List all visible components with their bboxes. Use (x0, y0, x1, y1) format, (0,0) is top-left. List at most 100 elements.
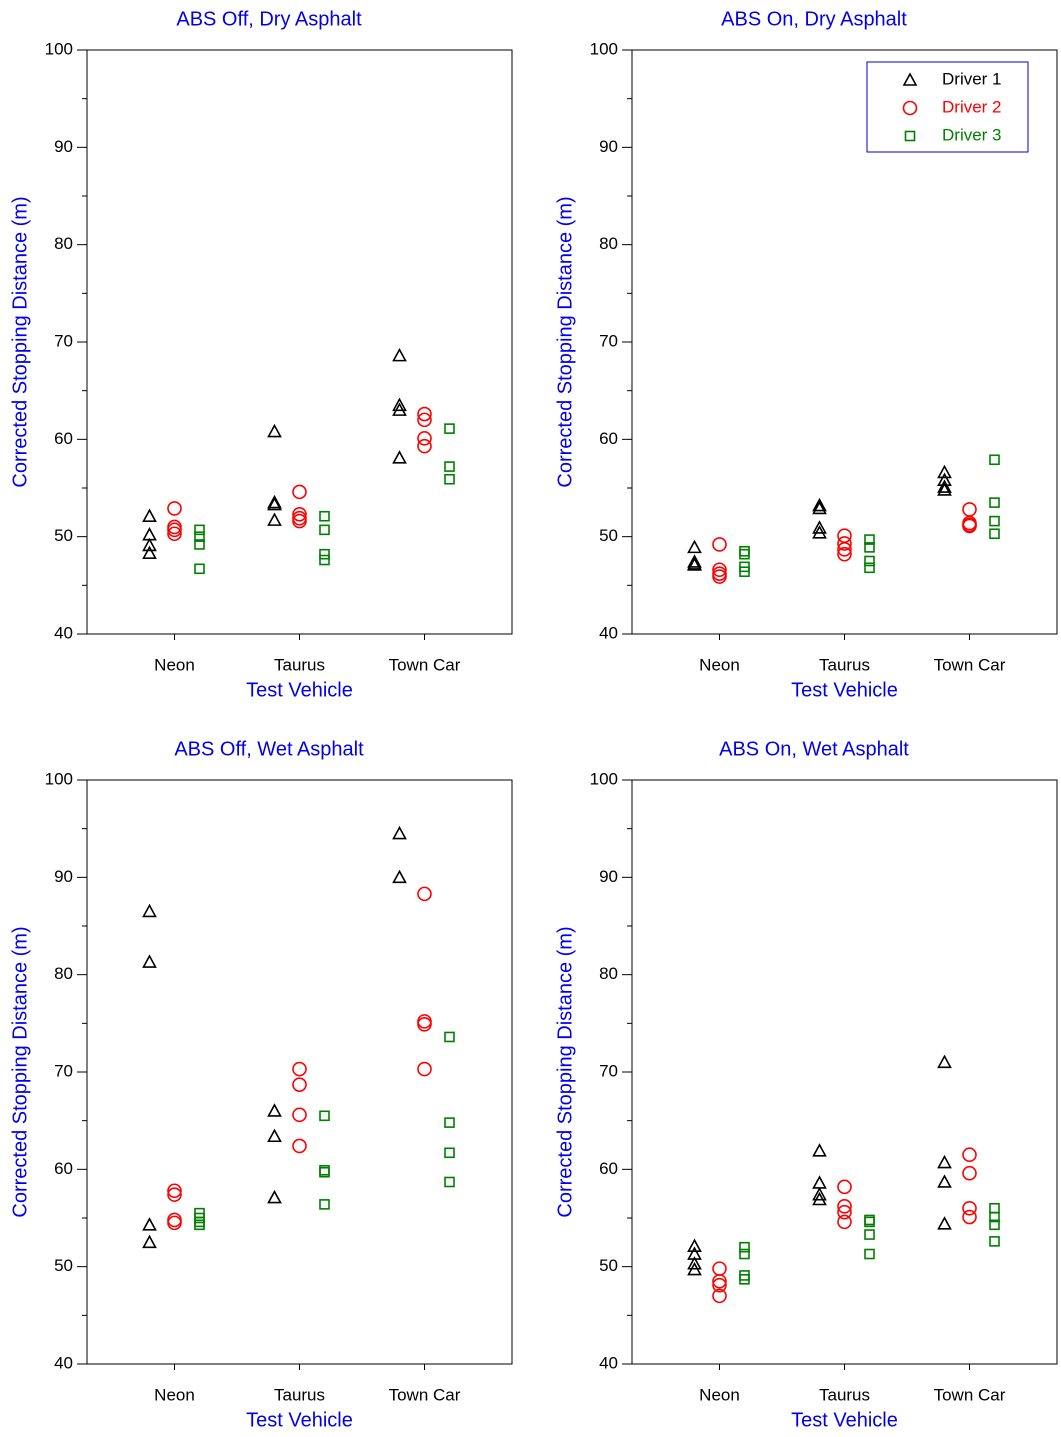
point (142, 545, 157, 560)
point (864, 1248, 875, 1260)
point (194, 531, 205, 542)
y-tick-label: 100 (45, 769, 73, 788)
plot-frame (86, 779, 513, 1365)
point (904, 130, 916, 142)
point (392, 869, 407, 884)
point (989, 1219, 1000, 1231)
point (392, 347, 407, 362)
y-tick-label: 50 (54, 526, 73, 545)
x-tick-label: Taurus (819, 655, 870, 674)
point (837, 1204, 852, 1220)
y-tick-label: 80 (599, 234, 618, 253)
x-tick-label: Town Car (934, 655, 1006, 674)
point (167, 1212, 182, 1228)
point (837, 536, 852, 551)
point (194, 563, 205, 575)
point (417, 406, 432, 422)
point (937, 1154, 952, 1169)
point (687, 539, 702, 554)
chart-title: ABS Off, Wet Asphalt (174, 738, 364, 760)
x-axis-label: Test Vehicle (246, 679, 353, 701)
point (319, 548, 330, 560)
point (739, 1274, 750, 1285)
point (444, 1031, 455, 1043)
panel: ABS Off, Dry Asphalt Test Vehicle Correcte… (9, 8, 513, 701)
point (267, 423, 282, 438)
point (417, 886, 432, 902)
point (167, 526, 182, 542)
point (292, 1107, 307, 1123)
point (962, 1147, 977, 1163)
y-axis-label: Corrected Stopping Distance (m) (9, 196, 31, 487)
point (812, 1143, 827, 1157)
point (392, 397, 407, 412)
point (267, 494, 282, 509)
y-axis-label: Corrected Stopping Distance (m) (554, 196, 576, 487)
point (319, 1166, 330, 1178)
point (417, 1014, 432, 1029)
y-tick-label: 40 (54, 1353, 73, 1372)
x-tick-label: Town Car (389, 1385, 461, 1404)
x-axis-label: Test Vehicle (246, 1409, 353, 1431)
y-tick-label: 60 (54, 1159, 73, 1178)
point (444, 473, 455, 485)
plot-frame (86, 49, 513, 635)
point (444, 461, 455, 472)
point (864, 534, 875, 545)
point (812, 525, 827, 539)
point (417, 412, 432, 428)
point (962, 1200, 977, 1216)
y-tick-label: 80 (54, 964, 73, 983)
point (989, 528, 1000, 540)
point (417, 438, 432, 454)
point (864, 555, 875, 567)
x-tick-label: Neon (154, 1385, 195, 1404)
legend-label: Driver 2 (942, 97, 1002, 116)
point (989, 497, 1000, 508)
point (194, 524, 205, 536)
point (392, 450, 407, 464)
point (267, 512, 282, 526)
point (937, 464, 952, 479)
point (392, 402, 407, 416)
point (937, 482, 952, 496)
point (194, 1219, 205, 1231)
point (989, 454, 1000, 466)
y-tick-label: 50 (599, 1256, 618, 1275)
point (989, 515, 1000, 527)
point (937, 1216, 952, 1230)
point (319, 1199, 330, 1210)
y-tick-label: 60 (599, 1159, 618, 1178)
x-tick-label: Neon (699, 1385, 740, 1404)
y-tick-label: 60 (599, 429, 618, 448)
legend-box (866, 61, 1029, 153)
point (812, 520, 827, 534)
y-axis-label: Corrected Stopping Distance (m) (9, 926, 31, 1217)
point (392, 825, 407, 840)
point (444, 423, 455, 434)
point (739, 1241, 750, 1253)
y-axis-label: Corrected Stopping Distance (m) (554, 926, 576, 1217)
point (712, 537, 727, 552)
y-tick-label: 100 (45, 39, 73, 58)
point (687, 1256, 702, 1270)
y-tick-label: 40 (54, 623, 73, 642)
point (989, 1202, 1000, 1214)
point (194, 539, 205, 550)
point (267, 1189, 282, 1204)
point (739, 1248, 750, 1260)
point (864, 1229, 875, 1240)
y-tick-label: 70 (599, 331, 618, 350)
point (712, 1288, 727, 1304)
chart-title: ABS On, Wet Asphalt (719, 738, 909, 760)
point (417, 431, 432, 446)
x-tick-label: Neon (699, 655, 740, 674)
y-tick-label: 50 (599, 526, 618, 545)
point (319, 524, 330, 536)
point (292, 1077, 307, 1092)
y-tick-label: 90 (54, 867, 73, 886)
point (417, 1061, 432, 1077)
y-tick-label: 80 (599, 964, 618, 983)
point (902, 100, 918, 116)
